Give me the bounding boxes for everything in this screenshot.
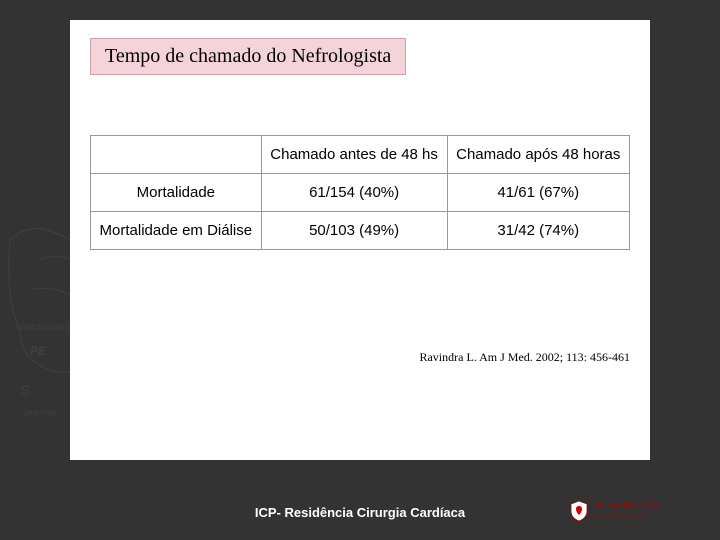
table-header-row: Chamado antes de 48 hs Chamado após 48 h… (91, 136, 630, 174)
table-cell: 31/42 (74%) (447, 212, 629, 250)
slide-title: Tempo de chamado do Nefrologista (105, 45, 391, 67)
table-header-empty (91, 136, 262, 174)
row-label: Mortalidade (91, 174, 262, 212)
footer-logo: Instituto do Coração de Pernambuco (569, 500, 660, 522)
table-cell: 41/61 (67%) (447, 174, 629, 212)
footer-text: ICP- Residência Cirurgia Cardíaca (255, 505, 465, 520)
title-box: Tempo de chamado do Nefrologista (90, 38, 406, 75)
slide-content-area: Tempo de chamado do Nefrologista Chamado… (70, 20, 650, 460)
citation-text: Ravindra L. Am J Med. 2002; 113: 456-461 (90, 350, 630, 365)
table-row: Mortalidade 61/154 (40%) 41/61 (67%) (91, 174, 630, 212)
table-header-col2: Chamado após 48 horas (447, 136, 629, 174)
table-header-col1: Chamado antes de 48 hs (261, 136, 447, 174)
logo-text-line2: de Pernambuco (595, 511, 660, 520)
table-cell: 61/154 (40%) (261, 174, 447, 212)
table-cell: 50/103 (49%) (261, 212, 447, 250)
shield-icon (569, 500, 589, 522)
data-table: Chamado antes de 48 hs Chamado após 48 h… (90, 135, 630, 250)
logo-text-container: Instituto do Coração de Pernambuco (595, 502, 660, 520)
row-label: Mortalidade em Diálise (91, 212, 262, 250)
table-row: Mortalidade em Diálise 50/103 (49%) 31/4… (91, 212, 630, 250)
